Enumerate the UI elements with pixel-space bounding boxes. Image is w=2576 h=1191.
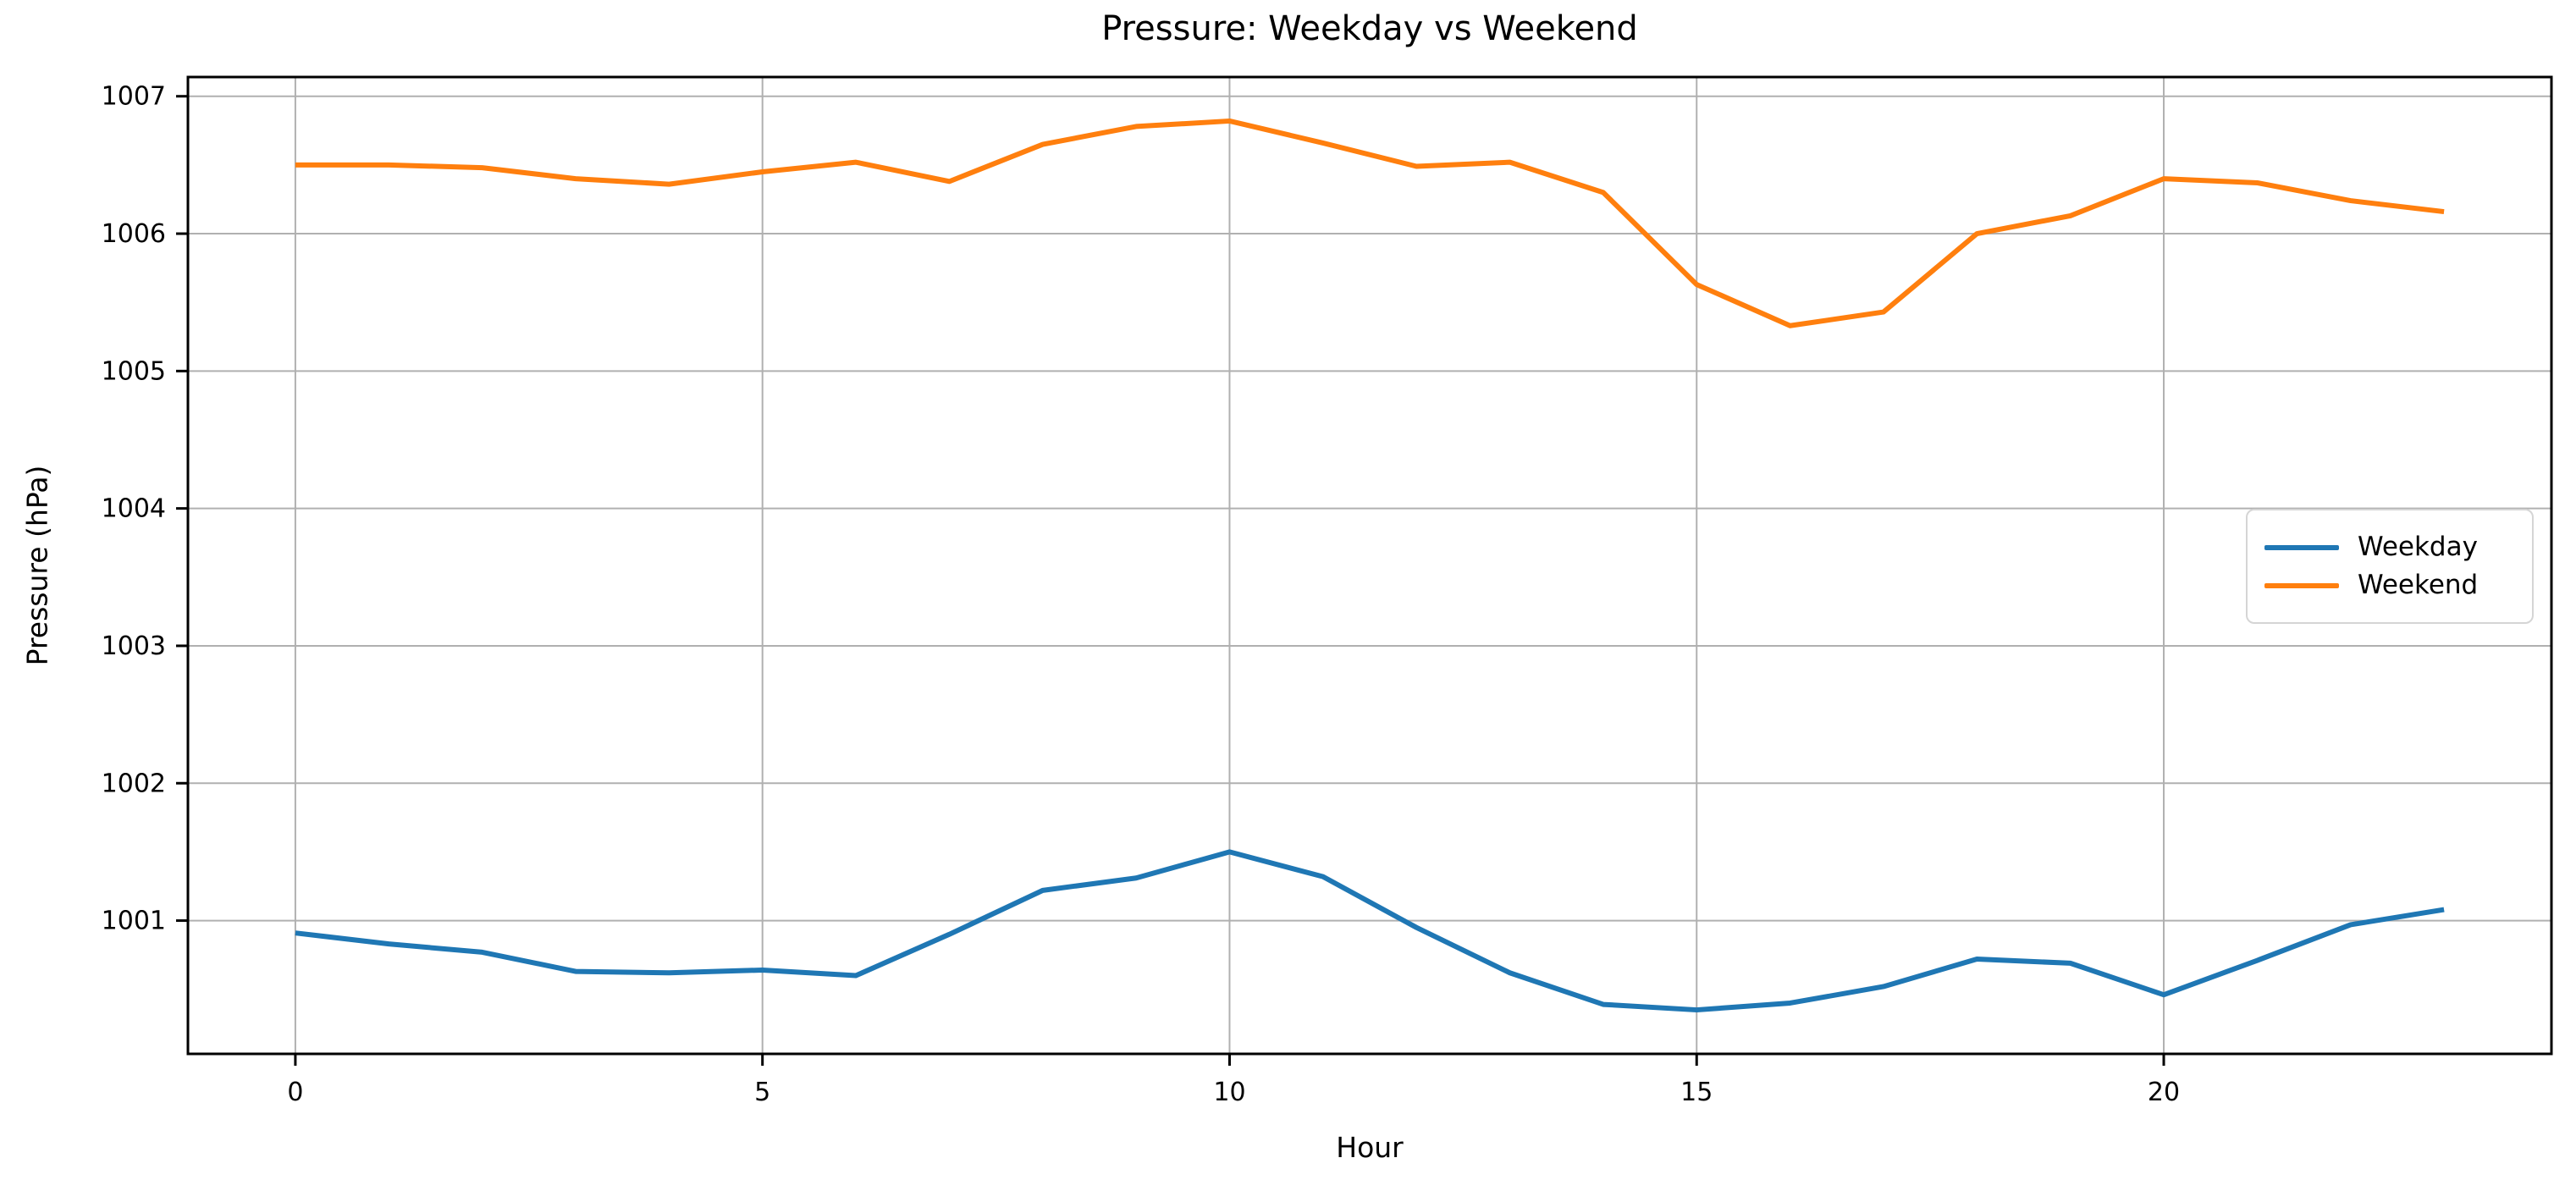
- y-tick-label: 1001: [102, 907, 166, 936]
- legend: Weekday Weekend: [2246, 509, 2534, 624]
- legend-entry-weekday: Weekday: [2264, 534, 2515, 560]
- y-tick-label: 1006: [102, 219, 166, 249]
- x-tick-label: 20: [2148, 1078, 2180, 1107]
- chart-title: Pressure: Weekday vs Weekend: [1101, 9, 1638, 48]
- x-tick-label: 5: [754, 1078, 770, 1107]
- plot-border: [186, 75, 2553, 1056]
- legend-label-weekend: Weekend: [2358, 570, 2479, 600]
- legend-entry-weekend: Weekend: [2264, 572, 2515, 598]
- x-axis-label: Hour: [1336, 1131, 1404, 1164]
- series-line-weekday: [295, 849, 2445, 1013]
- y-tick-label: 1003: [102, 631, 166, 661]
- y-axis-label: Pressure (hPa): [20, 465, 54, 666]
- y-tick-label: 1007: [102, 82, 166, 112]
- y-tick-label: 1002: [102, 769, 166, 798]
- legend-swatch-weekday: [2264, 544, 2339, 550]
- x-tick-label: 10: [1213, 1078, 1245, 1107]
- y-tick-label: 1004: [102, 494, 166, 524]
- x-tick-label: 0: [287, 1078, 303, 1107]
- x-tick-label: 15: [1680, 1078, 1713, 1107]
- legend-label-weekday: Weekday: [2358, 532, 2478, 562]
- legend-swatch-weekend: [2264, 582, 2339, 588]
- series-line-weekend: [295, 118, 2445, 328]
- y-tick-label: 1005: [102, 356, 166, 386]
